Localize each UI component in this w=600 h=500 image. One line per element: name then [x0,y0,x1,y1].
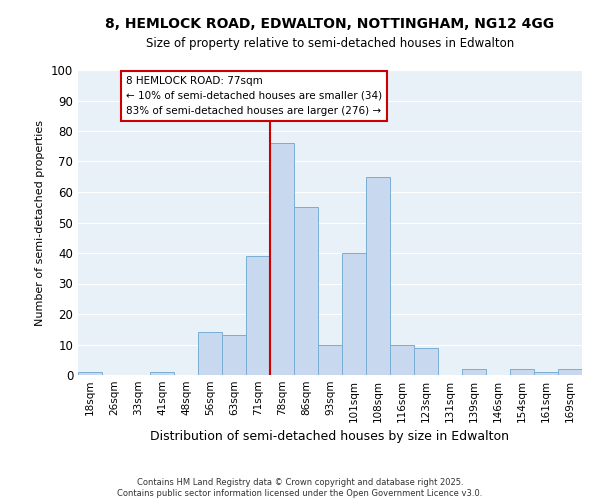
Bar [318,344,342,375]
Bar [414,348,438,375]
Bar [222,336,246,375]
Bar [558,369,582,375]
Bar [390,344,414,375]
Text: 8, HEMLOCK ROAD, EDWALTON, NOTTINGHAM, NG12 4GG: 8, HEMLOCK ROAD, EDWALTON, NOTTINGHAM, N… [106,18,554,32]
Text: 8 HEMLOCK ROAD: 77sqm
← 10% of semi-detached houses are smaller (34)
83% of semi: 8 HEMLOCK ROAD: 77sqm ← 10% of semi-deta… [126,76,382,116]
Bar [366,177,390,375]
Bar [294,207,318,375]
Bar [462,369,486,375]
Bar [270,143,294,375]
Bar [534,372,558,375]
X-axis label: Distribution of semi-detached houses by size in Edwalton: Distribution of semi-detached houses by … [151,430,509,444]
Text: Size of property relative to semi-detached houses in Edwalton: Size of property relative to semi-detach… [146,38,514,51]
Bar [78,372,102,375]
Bar [198,332,222,375]
Text: Contains HM Land Registry data © Crown copyright and database right 2025.
Contai: Contains HM Land Registry data © Crown c… [118,478,482,498]
Bar [246,256,270,375]
Bar [342,253,366,375]
Bar [510,369,534,375]
Y-axis label: Number of semi-detached properties: Number of semi-detached properties [35,120,46,326]
Bar [150,372,174,375]
